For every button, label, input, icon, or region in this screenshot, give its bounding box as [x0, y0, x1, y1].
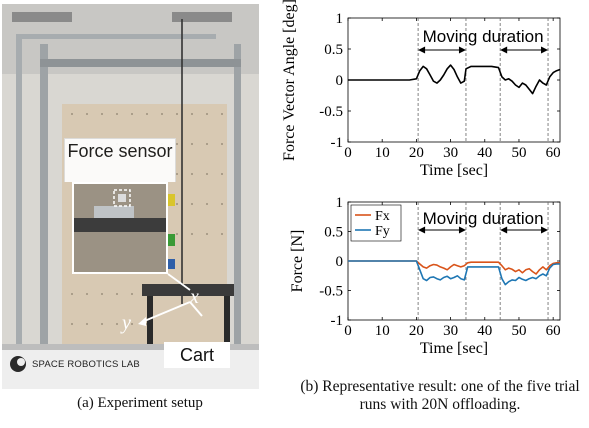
x-tick-label: 0: [344, 145, 352, 161]
y-tick-label: 0.5: [324, 225, 343, 241]
chart-force-vector-angle: Moving duration 0 10 20 30 40 50 60 -1 -0.5 0 0.5 1 T…: [281, 0, 561, 179]
force-sensor-callout: [72, 182, 168, 274]
legend-label-Fy: Fy: [375, 224, 390, 239]
series-line-Fy: [348, 260, 560, 286]
callout-leader-line: [138, 273, 203, 326]
x-tick-label: 30: [443, 323, 458, 339]
x-tick-label: 20: [409, 145, 424, 161]
moving-duration-arrowhead-right-0: [458, 46, 466, 54]
chart-force: Moving duration 0 10 20 30 40 50 60 -1 -0.5 0 0.5 1 T…: [289, 195, 561, 357]
moving-duration-label: Moving duration: [423, 27, 544, 46]
caption-a: (a) Experiment setup: [77, 395, 203, 411]
moving-duration-arrowhead-left-1: [500, 46, 508, 54]
cart-label: Cart: [164, 342, 230, 368]
x-tick-label: 50: [511, 323, 526, 339]
moving-duration-arrowhead-right-1: [541, 46, 549, 54]
moving-duration-arrowhead-left-1: [500, 226, 508, 234]
x-tick-label: 10: [375, 145, 390, 161]
y-tick-label: -0.5: [319, 104, 343, 120]
moving-duration-arrowhead-right-1: [541, 226, 549, 234]
lab-logo-text: SPACE ROBOTICS LAB: [32, 358, 140, 370]
lab-logo: SPACE ROBOTICS LAB: [8, 352, 140, 376]
caption-b: (b) Representative result: one of the fi…: [300, 378, 580, 413]
moving-duration-arrowhead-left-0: [418, 46, 426, 54]
x-tick-label: 60: [546, 323, 561, 339]
x-tick-label: 0: [344, 323, 352, 339]
y-tick-label: 0: [336, 73, 344, 89]
x-tick-label: 50: [511, 145, 526, 161]
x-tick-label: 20: [409, 323, 424, 339]
y-axis-label: Force Vector Angle [deg]: [281, 0, 298, 161]
force-sensor-closeup: [74, 184, 166, 272]
lab-logo-icon: [10, 356, 26, 372]
y-tick-label: -1: [331, 313, 344, 329]
x-axis-label: Time [sec]: [420, 162, 488, 179]
y-tick-label: 0: [336, 254, 344, 270]
y-axis-label: Force [N]: [289, 230, 306, 293]
x-tick-label: 60: [546, 145, 561, 161]
x-tick-label: 40: [477, 145, 492, 161]
y-tick-label: -1: [331, 135, 344, 151]
force-sensor-label: Force sensor: [64, 138, 176, 182]
y-tick-label: 1: [336, 11, 344, 27]
moving-duration-arrowhead-left-0: [418, 226, 426, 234]
x-axis-label: Time [sec]: [420, 340, 488, 357]
moving-duration-arrowhead-right-0: [458, 226, 466, 234]
y-tick-label: 1: [336, 195, 344, 211]
x-tick-label: 10: [375, 323, 390, 339]
axis-y-label: y: [122, 312, 131, 334]
x-tick-label: 30: [443, 145, 458, 161]
legend-box: [350, 204, 402, 242]
axis-x-label: x: [190, 286, 199, 308]
y-tick-label: 0.5: [324, 42, 343, 58]
x-tick-label: 40: [477, 323, 492, 339]
y-tick-label: -0.5: [319, 284, 343, 300]
experiment-photo: Force sensor x y Cart SPACE ROBOTICS LAB: [2, 4, 259, 389]
series-line-0: [348, 64, 561, 95]
legend-label-Fx: Fx: [375, 209, 390, 224]
moving-duration-label: Moving duration: [423, 209, 544, 228]
